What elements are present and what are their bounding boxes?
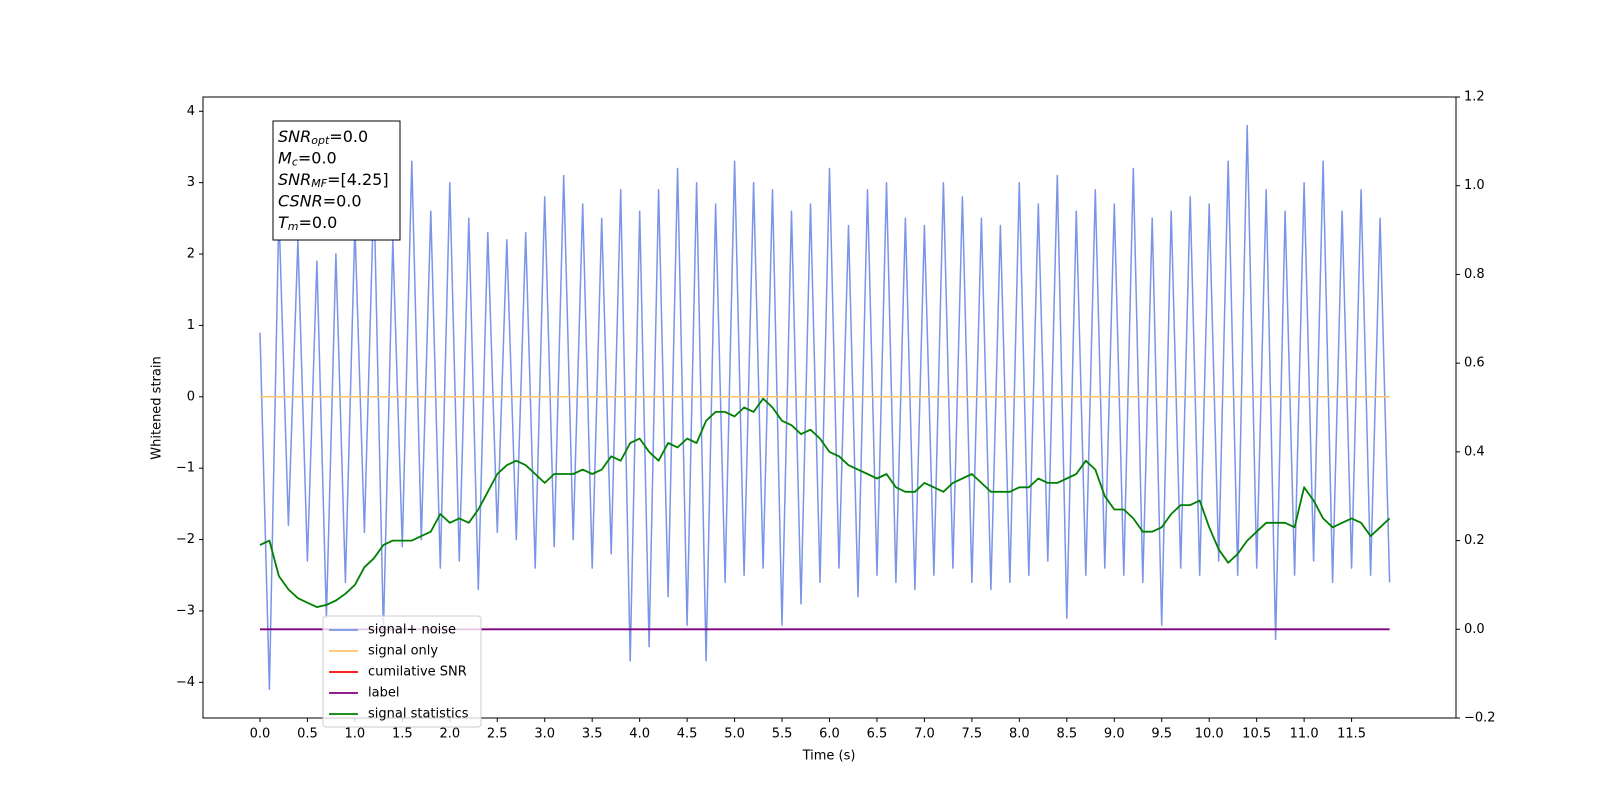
x-tick-label: 10.0 bbox=[1195, 727, 1224, 742]
x-tick-label: 2.5 bbox=[487, 727, 508, 742]
x-tick-label: 3.5 bbox=[582, 727, 603, 742]
y-tick-label: 0 bbox=[187, 389, 195, 404]
annotation-line: SNRopt=0.0 bbox=[278, 127, 368, 148]
x-axis-label: Time (s) bbox=[802, 749, 856, 764]
x-tick-label: 5.0 bbox=[724, 727, 745, 742]
x-tick-label: 8.0 bbox=[1009, 727, 1030, 742]
y2-tick-label: 0.2 bbox=[1464, 533, 1485, 548]
annotation-subscript: opt bbox=[311, 134, 330, 147]
annotation-line: Mc=0.0 bbox=[278, 148, 337, 169]
annotation-symbol: M bbox=[278, 148, 292, 167]
x-tick-label: 6.5 bbox=[867, 727, 888, 742]
series-line bbox=[259, 397, 1391, 608]
annotation-value: =0.0 bbox=[298, 148, 337, 167]
x-tick-label: 6.0 bbox=[819, 727, 840, 742]
annotation-frame bbox=[272, 120, 401, 241]
series-line bbox=[259, 124, 1391, 691]
x-tick-label: 1.5 bbox=[392, 727, 413, 742]
x-tick-label: 7.5 bbox=[962, 727, 983, 742]
y2-tick-label: 1.0 bbox=[1464, 178, 1485, 193]
x-tick-label: 2.0 bbox=[439, 727, 460, 742]
x-tick-label: 0.0 bbox=[250, 727, 271, 742]
annotation-value: =[4.25] bbox=[327, 170, 389, 189]
x-tick-label: 4.5 bbox=[677, 727, 698, 742]
annotation-subscript: c bbox=[292, 156, 298, 169]
x-tick-label: 10.5 bbox=[1242, 727, 1271, 742]
y-tick-label: 4 bbox=[187, 104, 195, 119]
legend-label: label bbox=[368, 686, 399, 701]
y-axis-label: Whitened strain bbox=[150, 356, 165, 459]
annotation-symbol: SNR bbox=[278, 170, 311, 189]
y2-tick-label: 0.4 bbox=[1464, 444, 1485, 459]
y2-tick-label: −0.2 bbox=[1464, 711, 1496, 726]
legend-label: signal+ noise bbox=[368, 623, 456, 638]
x-tick-label: 5.5 bbox=[772, 727, 793, 742]
annotation-symbol: CSNR bbox=[278, 191, 323, 210]
x-tick-label: 7.0 bbox=[914, 727, 935, 742]
annotation-box: SNRopt=0.0Mc=0.0SNRMF=[4.25]CSNR=0.0Tm=0… bbox=[272, 120, 401, 241]
x-tick-label: 3.0 bbox=[534, 727, 555, 742]
legend-frame bbox=[322, 615, 482, 728]
y-tick-label: 3 bbox=[187, 175, 195, 190]
legend-label: signal statistics bbox=[368, 707, 469, 722]
annotation-value: =0.0 bbox=[329, 127, 368, 146]
x-tick-label: 4.0 bbox=[629, 727, 650, 742]
annotation-value: =0.0 bbox=[323, 191, 362, 210]
annotation-symbol: T bbox=[278, 213, 289, 232]
annotation-value: =0.0 bbox=[299, 213, 338, 232]
x-tick-label: 8.5 bbox=[1056, 727, 1077, 742]
y2-tick-label: 0.6 bbox=[1464, 356, 1485, 371]
annotation-line: Tm=0.0 bbox=[278, 213, 337, 234]
x-tick-label: 9.0 bbox=[1104, 727, 1125, 742]
y-tick-label: −3 bbox=[176, 603, 195, 618]
annotation-line: SNRMF=[4.25] bbox=[278, 170, 389, 191]
y-tick-label: −2 bbox=[176, 532, 195, 547]
x-tick-label: 1.0 bbox=[345, 727, 366, 742]
y2-tick-label: 0.0 bbox=[1464, 622, 1485, 637]
x-tick-label: 11.5 bbox=[1337, 727, 1366, 742]
legend: signal+ noise signal only cumilative SNR la… bbox=[322, 615, 482, 728]
legend-label: cumilative SNR bbox=[368, 665, 467, 680]
y2-tick-label: 0.8 bbox=[1464, 267, 1485, 282]
x-tick-label: 11.0 bbox=[1290, 727, 1319, 742]
legend-label: signal only bbox=[368, 644, 438, 659]
y2-tick-label: 1.2 bbox=[1464, 90, 1485, 105]
annotation-subscript: m bbox=[288, 220, 299, 233]
x-tick-label: 9.5 bbox=[1151, 727, 1172, 742]
annotation-symbol: SNR bbox=[278, 127, 311, 146]
y-tick-label: 1 bbox=[187, 318, 195, 333]
x-tick-label: 0.5 bbox=[297, 727, 318, 742]
y-tick-label: −4 bbox=[176, 675, 195, 690]
annotation-line: CSNR=0.0 bbox=[278, 191, 362, 210]
y-tick-label: −1 bbox=[176, 461, 195, 476]
annotation-subscript: MF bbox=[311, 177, 327, 190]
y-tick-label: 2 bbox=[187, 247, 195, 262]
